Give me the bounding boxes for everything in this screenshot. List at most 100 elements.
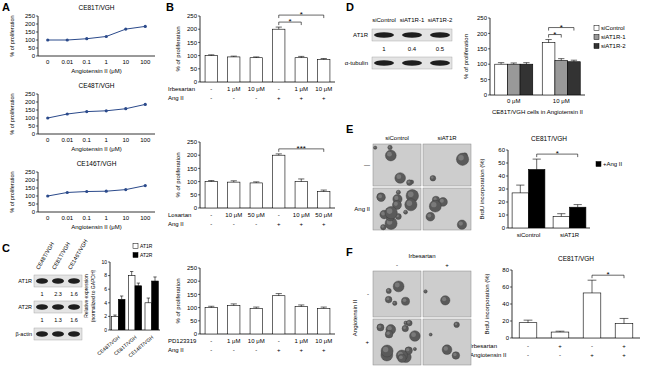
chart: 0246810Relative expression(normalized to… [83,243,160,358]
x-tick-label: 10 [122,215,129,221]
row-value: + [322,221,326,227]
colony-core [407,181,410,184]
significance-label: * [288,17,291,26]
y-tick-label: 100 [477,61,488,67]
point [124,107,127,110]
bar [135,286,142,330]
colony-core [378,325,381,328]
error-bar [558,59,564,61]
blot-quantity: 1.6 [70,317,78,323]
legend-swatch [133,244,138,249]
bar [250,183,262,208]
error-bar [545,40,551,43]
x-tick-label: 1 [105,59,109,65]
colony [429,333,432,336]
colony-core [404,322,406,324]
row-label: Angiotensin II [470,352,507,358]
error-bar [120,296,123,299]
colony [395,173,406,184]
error-bar [533,159,541,169]
micrograph-panel: Irbesartan-+-+Angiotensin II [352,253,471,365]
x-tick-label: 0.01 [61,215,73,221]
bar [128,276,135,330]
error-bar [208,306,214,307]
panel-label: A [2,1,10,13]
row-value: 10 μM [315,338,332,344]
x-tick-label: 0 [46,215,50,221]
y-tick-label: 2 [104,313,107,319]
point [85,110,88,113]
y-tick-label: 200 [187,26,198,32]
y-tick [198,142,200,143]
x-tick-label: 1 [105,137,109,143]
western-blot: CE48T/VGHCE81T/VGHCE146T/VGHAT1R12.31.6A… [15,238,88,340]
row-value: - [233,221,235,227]
colony-core [394,196,398,200]
row-label: Irbesartan [168,86,195,92]
legend-swatch [594,26,599,31]
y-tick [36,94,38,95]
blot-quantity: 0.5 [436,46,445,52]
blot-band [430,60,450,66]
y-tick-label: 150 [25,29,36,35]
y-tick [198,334,200,335]
bar [205,182,217,208]
error-bar [231,304,237,306]
error-bar [298,56,304,57]
row-value: - [210,338,212,344]
image-row-label: - [367,291,369,297]
y-tick-label: 50 [498,160,505,166]
y-tick [506,176,508,177]
chart: 0102030405060BrdU incorporation (%)CE81T… [479,135,623,238]
point [144,184,147,187]
y-tick-label: 0 [484,92,488,98]
colony [430,175,436,181]
y-tick [198,194,200,195]
row-value: + [277,95,281,101]
row-value: - [255,95,257,101]
point [85,190,88,193]
legend-label: siControl [601,25,625,31]
y-tick-label: 200 [477,31,488,37]
y-tick [36,172,38,173]
y-tick-label: 40 [498,173,505,179]
blot-strip [34,275,82,287]
legend-swatch [596,162,601,167]
colony [385,150,396,161]
colony-core [431,176,434,179]
y-tick-label: 50 [28,45,35,51]
colony-core [404,211,406,213]
x-tick-label: 100 [140,215,151,221]
bar [507,64,520,95]
point [66,38,69,41]
y-tick [198,68,200,69]
micrograph [423,188,471,230]
y-tick-label: 250 [477,15,488,21]
blot-band [52,278,64,284]
bar [529,170,545,229]
y-tick [198,55,200,56]
y-tick-label: 20 [502,318,509,324]
legend-label: AT1R [140,243,153,249]
blot-band [36,278,48,284]
y-tick-label: 250 [187,265,198,271]
blot-column-label: siAT1R-1 [400,17,425,23]
row-value: 10 μM [315,86,332,92]
colony [454,322,460,328]
marks [205,294,330,334]
y-tick [198,307,200,308]
colony-core [444,346,448,350]
bar [295,307,307,334]
colony [377,324,384,331]
blot-row-label: β-actin [15,331,32,337]
line [48,186,146,196]
colony-core [414,348,415,349]
chart-title: CE48T/VGH [78,82,114,89]
colony-core [381,225,383,227]
row-value: - [278,338,280,344]
row-value: + [277,347,281,353]
point [85,37,88,40]
y-tick [510,321,512,322]
marks [512,159,586,228]
x-tick-label: CE146T/VGH [127,334,155,358]
